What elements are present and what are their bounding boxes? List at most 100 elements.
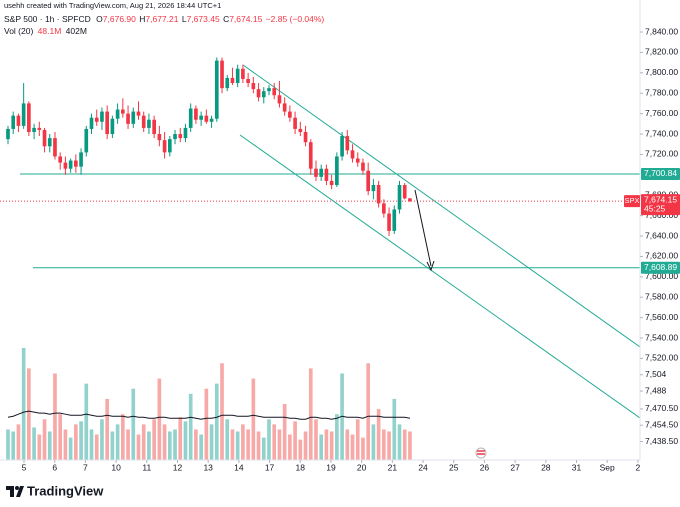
x-tick-label: 27: [510, 462, 520, 472]
volume-bar: [282, 404, 287, 460]
last-price-symbol-box: [624, 195, 640, 208]
volume-bar: [115, 424, 120, 460]
y-tick-label: 7,760.00: [645, 108, 678, 118]
x-tick-label: 20: [357, 462, 367, 472]
logo-slash: [16, 486, 24, 497]
volume-legend-average: 402M: [66, 26, 87, 36]
candle-body: [27, 103, 31, 132]
y-tick-label: 7,780.00: [645, 87, 678, 97]
candle-body: [355, 158, 360, 163]
y-tick-label: 7,520.00: [645, 353, 678, 363]
volume-bar: [21, 348, 26, 460]
volume-bar: [329, 431, 334, 460]
volume-bar: [105, 398, 109, 460]
volume-bar: [47, 431, 52, 460]
event-icon[interactable]: [475, 447, 487, 459]
volume-bar: [183, 421, 188, 460]
candle-body: [371, 185, 376, 192]
volume-bar: [261, 437, 266, 460]
symbol: S&P 500 · 1h · SPFCD: [4, 14, 91, 24]
x-tick-label: 18: [296, 462, 306, 472]
legend-key: H: [139, 14, 145, 24]
candle-body: [126, 113, 130, 124]
x-tick-label: 13: [203, 462, 213, 472]
legend-key: O: [96, 14, 103, 24]
volume-bar: [89, 429, 94, 460]
x-tick-label: 28: [541, 462, 551, 472]
x-tick-label: 2: [636, 462, 641, 472]
candle-body: [272, 88, 277, 96]
candle-body: [100, 111, 104, 122]
legend-value: 7,677.21: [145, 14, 178, 24]
candle-body: [288, 111, 292, 118]
candle-body: [157, 134, 162, 141]
candle-body: [350, 150, 355, 159]
candle-body: [105, 111, 109, 135]
candle-body: [214, 60, 219, 119]
candle-body: [53, 138, 57, 157]
volume-bar: [303, 431, 308, 460]
candle-body: [230, 77, 235, 84]
volume-bar: [376, 409, 381, 460]
volume-bar: [94, 434, 99, 460]
volume-bar: [225, 419, 230, 460]
volume-legend-name: Vol (20): [4, 26, 33, 36]
candle-body: [47, 138, 52, 147]
y-tick-label: 7,840.00: [645, 26, 678, 36]
candle-body: [220, 60, 224, 89]
candle-body: [152, 119, 156, 135]
volume-bar: [188, 393, 193, 460]
level-label-box: [641, 167, 680, 180]
volume-bar: [6, 429, 10, 460]
volume-bar: [230, 429, 235, 460]
candle-body: [58, 156, 63, 163]
volume-bar: [79, 421, 83, 460]
candle-body: [42, 129, 47, 147]
volume-bar: [63, 429, 68, 460]
candle-body: [361, 162, 365, 171]
candle-body: [6, 128, 10, 140]
last-price-box: [641, 194, 680, 216]
volume-bar: [84, 383, 89, 460]
channel-upper: [242, 64, 641, 348]
volume-bar: [121, 414, 125, 460]
candle-body: [204, 115, 209, 122]
candle-body: [115, 109, 120, 119]
candle-body: [256, 89, 261, 98]
level-label-box: [641, 261, 680, 274]
volume-bar: [293, 421, 297, 460]
candle-body: [209, 118, 214, 122]
volume-bar: [387, 431, 391, 460]
volume-bar: [397, 424, 402, 460]
candle-body: [376, 185, 381, 204]
volume-bar: [324, 429, 329, 460]
legend-line: S&P 500 · 1h · SPFCD O7,676.90 H7,677.21…: [4, 14, 324, 24]
candle-body: [79, 152, 83, 167]
candles: [6, 57, 412, 237]
volume-legend: Vol (20) 48.1M 402M: [4, 26, 87, 36]
volume-bar: [167, 431, 172, 460]
candle-body: [68, 160, 73, 169]
candle-body: [194, 108, 198, 120]
last-price-symbol: SPX: [624, 196, 639, 205]
volume-bar: [162, 424, 167, 460]
volume-bar: [173, 429, 177, 460]
legend-key: L: [182, 14, 187, 24]
candle-body: [298, 128, 303, 132]
x-tick-label: 21: [388, 462, 398, 472]
brand-logo[interactable]: TradingView: [6, 483, 104, 498]
volume-legend-value: 48.1M: [38, 26, 62, 36]
candle-body: [335, 156, 339, 186]
x-tick-label: 31: [572, 462, 582, 472]
level-label: 7,608.89: [644, 262, 677, 272]
y-tick-label: 7,740.00: [645, 128, 678, 138]
volume-bar: [382, 429, 386, 460]
legend-value: 7,673.45: [187, 14, 220, 24]
volume-bar: [131, 388, 136, 460]
volume-bar: [361, 437, 365, 460]
legend-key: C: [223, 14, 229, 24]
x-tick-label: 26: [480, 462, 490, 472]
x-tick-label: Sep: [600, 462, 615, 472]
candle-body: [261, 91, 266, 98]
